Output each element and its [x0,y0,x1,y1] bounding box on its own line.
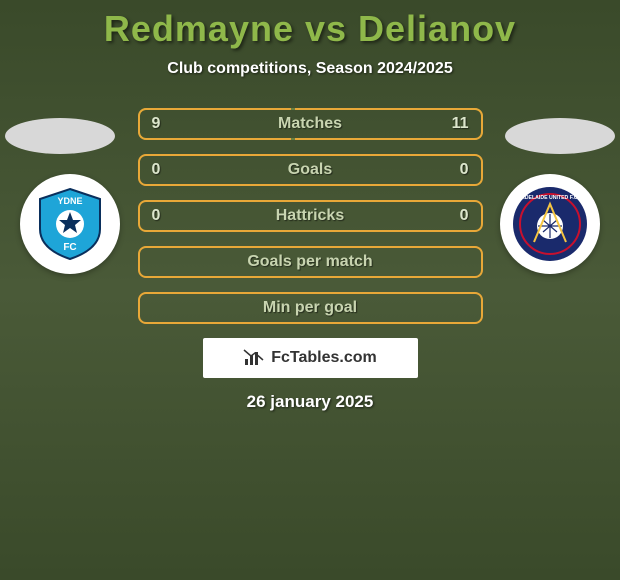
club-badge-left: YDNE FC [20,174,120,274]
svg-text:ADELAIDE UNITED F.C.: ADELAIDE UNITED F.C. [521,195,579,201]
stat-value-right: 0 [439,207,469,225]
stat-label: Goals per match [182,253,439,271]
svg-text:YDNE: YDNE [57,196,82,206]
stat-row: Goals per match [138,246,483,278]
stat-value-right: 0 [439,161,469,179]
player-photo-placeholder-left [5,118,115,154]
stat-value-left: 0 [152,207,182,225]
stat-label: Hattricks [182,207,439,225]
stat-bar-right [295,108,483,140]
bar-chart-icon [243,349,265,367]
comparison-panel: YDNE FC ADELAIDE UNITED F.C. 9Matches11 0… [0,108,620,412]
stat-row: Min per goal [138,292,483,324]
branding-box[interactable]: FcTables.com [203,338,418,378]
stat-row: 9Matches11 [138,108,483,140]
player-photo-placeholder-right [505,118,615,154]
stat-bar-left [138,108,291,140]
page-title: Redmayne vs Delianov [0,0,620,50]
stat-label: Min per goal [182,299,439,317]
stat-row: 0Hattricks0 [138,200,483,232]
date-label: 26 january 2025 [0,392,620,412]
sydney-fc-logo-icon: YDNE FC [30,184,110,264]
club-badge-right: ADELAIDE UNITED F.C. [500,174,600,274]
stat-rows: 9Matches110Goals00Hattricks0Goals per ma… [138,108,483,324]
stat-value-left: 0 [152,161,182,179]
svg-text:FC: FC [63,242,76,253]
branding-label: FcTables.com [271,349,377,367]
stat-label: Goals [182,161,439,179]
adelaide-united-logo-icon: ADELAIDE UNITED F.C. [510,184,590,264]
page-subtitle: Club competitions, Season 2024/2025 [0,60,620,78]
stat-row: 0Goals0 [138,154,483,186]
